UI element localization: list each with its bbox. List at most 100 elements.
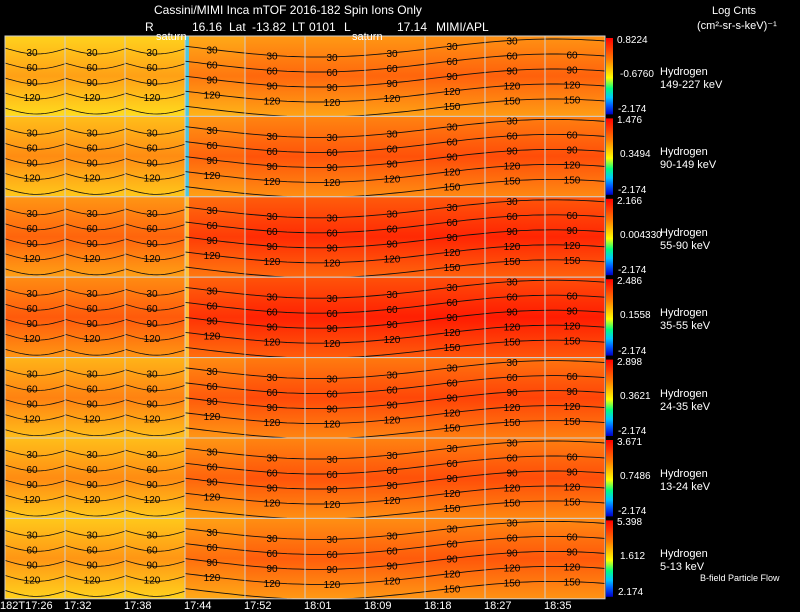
energy-range: 13-24 keV [660, 481, 711, 493]
contour-label: 120 [144, 575, 161, 586]
contour-label: 120 [204, 573, 221, 584]
contour-label: 30 [206, 287, 218, 298]
contour-label: 60 [386, 546, 398, 557]
contour-label: 90 [26, 239, 38, 250]
energy-range: 90-149 keV [660, 159, 717, 172]
contour-label: 90 [386, 159, 398, 170]
colorbar-mid-label: -0.6760 [620, 69, 654, 80]
contour-label: 120 [384, 255, 401, 266]
contour-line [4, 47, 66, 55]
contour-label: 90 [326, 163, 338, 174]
contour-line [4, 509, 66, 517]
contour-line [64, 348, 126, 356]
contour-label: 120 [84, 575, 101, 586]
heat-cell [305, 116, 365, 197]
heat-cell [65, 196, 125, 278]
colorbar-max-label: 0.8224 [617, 35, 648, 46]
contour-label: 60 [266, 147, 278, 158]
contour-label: 120 [324, 419, 341, 430]
heat-cell [485, 518, 545, 599]
heat-cell [305, 438, 365, 519]
contour-label: 30 [446, 203, 458, 214]
contour-label: 90 [26, 158, 38, 169]
contour-label: 60 [206, 141, 218, 152]
contour-line [4, 268, 66, 276]
contour-label: 60 [506, 293, 518, 304]
colorbar-max-label: 2.166 [617, 195, 643, 207]
contour-label: 90 [146, 319, 158, 330]
contour-label: 120 [144, 495, 161, 506]
contour-label: 120 [324, 259, 341, 270]
contour-label: 60 [506, 132, 518, 143]
heat-cell [305, 518, 365, 599]
contour-line [124, 223, 186, 231]
contour-label: 60 [266, 549, 278, 560]
contour-label: 150 [444, 182, 461, 193]
species-label: Hydrogen 13-24 keV [660, 468, 710, 494]
contour-line [124, 143, 186, 150]
contour-line [124, 348, 186, 356]
contour-label: 60 [146, 465, 158, 476]
contour-label: 90 [86, 78, 98, 89]
contour-line [184, 455, 606, 475]
r-value: 16.16 [192, 20, 223, 34]
contour-label: 90 [86, 158, 98, 169]
heat-cell [485, 438, 545, 519]
heat-cell [365, 196, 425, 278]
contour-label: 120 [384, 174, 401, 185]
contour-label: 60 [266, 308, 278, 319]
contour-line [64, 107, 126, 115]
contour-label: 120 [564, 321, 581, 332]
contour-label: 120 [204, 251, 221, 262]
contour-line [184, 550, 606, 570]
contour-label: 120 [24, 415, 41, 426]
species-name: Hydrogen [660, 468, 708, 480]
contour-label: 120 [264, 96, 281, 107]
contour-label: 60 [326, 148, 338, 159]
contour-label: 60 [26, 143, 38, 154]
contour-label: 120 [444, 569, 461, 580]
contour-label: 120 [144, 334, 161, 345]
contour-line [64, 530, 126, 537]
contour-label: 30 [506, 438, 518, 449]
contour-label: 30 [86, 48, 98, 59]
x-tick-label: 182T17:26 [0, 599, 53, 612]
colorbar-max-label: 1.476 [617, 115, 643, 127]
contour-label: 90 [566, 548, 578, 559]
contour-label: 150 [564, 176, 581, 187]
contour-label: 30 [26, 209, 38, 220]
contour-label: 30 [146, 289, 158, 300]
contour-label: 60 [86, 465, 98, 476]
contour-label: 90 [266, 162, 278, 173]
contour-label: 90 [566, 146, 578, 157]
contour-label: 60 [26, 465, 38, 476]
heat-cell [245, 357, 305, 438]
contour-label: 90 [86, 239, 98, 250]
contour-label: 120 [504, 81, 521, 92]
contour-line [124, 318, 186, 326]
contour-line [4, 208, 66, 216]
colorbar [606, 118, 613, 195]
contour-line [124, 545, 186, 552]
contour-label: 90 [146, 560, 158, 571]
contour-label: 90 [146, 480, 158, 491]
contour-label: 90 [566, 387, 578, 398]
contour-label: 30 [26, 450, 38, 461]
r-label: R [145, 20, 154, 34]
contour-label: 60 [206, 221, 218, 232]
colorbar-mid-label: 0.3494 [620, 149, 651, 161]
contour-label: 120 [84, 254, 101, 265]
energy-range: 35-55 keV [660, 320, 711, 333]
contour-label: 90 [206, 397, 218, 408]
contour-line [124, 464, 186, 472]
contour-line [64, 143, 126, 150]
lat-value: -13.82 [252, 20, 287, 34]
contour-label: 90 [326, 324, 338, 335]
contour-label: 90 [146, 78, 158, 89]
contour-label: 60 [26, 63, 38, 74]
contour-label: 120 [504, 403, 521, 414]
contour-label: 60 [326, 550, 338, 561]
contour-label: 60 [566, 50, 578, 61]
contour-label: 90 [26, 560, 38, 571]
saturn-label: saturn [352, 31, 383, 43]
